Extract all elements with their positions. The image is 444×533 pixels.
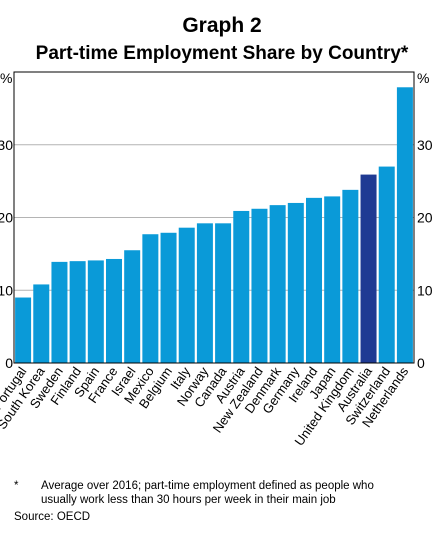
- bar-norway: [196, 223, 213, 363]
- chart-title: Graph 2: [182, 14, 262, 37]
- plot-frame: [13, 71, 415, 364]
- footnote-line-2: usually work less than 30 hours per week…: [41, 494, 336, 506]
- bar-denmark: [269, 205, 286, 363]
- bar-united-kingdom: [342, 189, 359, 363]
- y-unit-label-left: %: [0, 70, 12, 86]
- bar-new-zealand: [251, 208, 268, 363]
- bar-switzerland: [378, 166, 395, 363]
- bar-south-korea: [33, 284, 50, 363]
- bar-sweden: [51, 261, 68, 363]
- y-tick-label-left: 20: [0, 210, 13, 226]
- bar-mexico: [142, 234, 159, 363]
- y-tick-label-left: 0: [5, 355, 13, 371]
- source-note: Source: OECD: [14, 511, 91, 523]
- bar-netherlands: [396, 87, 413, 363]
- y-unit-label-right: %: [417, 70, 429, 86]
- y-tick-label-right: 0: [417, 355, 425, 371]
- bar-austria: [233, 210, 250, 363]
- bar-australia: [360, 174, 377, 363]
- footnote-marker: *: [14, 480, 19, 492]
- y-tick-label-right: 30: [417, 137, 433, 153]
- bar-spain: [87, 260, 104, 363]
- y-tick-label-right: 20: [417, 210, 433, 226]
- bar-japan: [324, 196, 341, 363]
- y-tick-label-left: 10: [0, 282, 13, 298]
- bar-germany: [287, 202, 304, 363]
- bar-ireland: [306, 197, 322, 363]
- bar-portugal: [15, 297, 32, 363]
- y-tick-label-left: 30: [0, 137, 13, 153]
- footnote-line-1: Average over 2016; part-time employment …: [41, 480, 374, 492]
- bar-finland: [69, 261, 86, 363]
- bar-belgium: [160, 232, 177, 363]
- bar-israel: [124, 250, 141, 363]
- bar-italy: [178, 227, 195, 363]
- y-tick-label-right: 10: [417, 282, 433, 298]
- chart-subtitle: Part-time Employment Share by Country*: [35, 43, 409, 64]
- bar-canada: [215, 223, 232, 363]
- bar-france: [106, 258, 122, 363]
